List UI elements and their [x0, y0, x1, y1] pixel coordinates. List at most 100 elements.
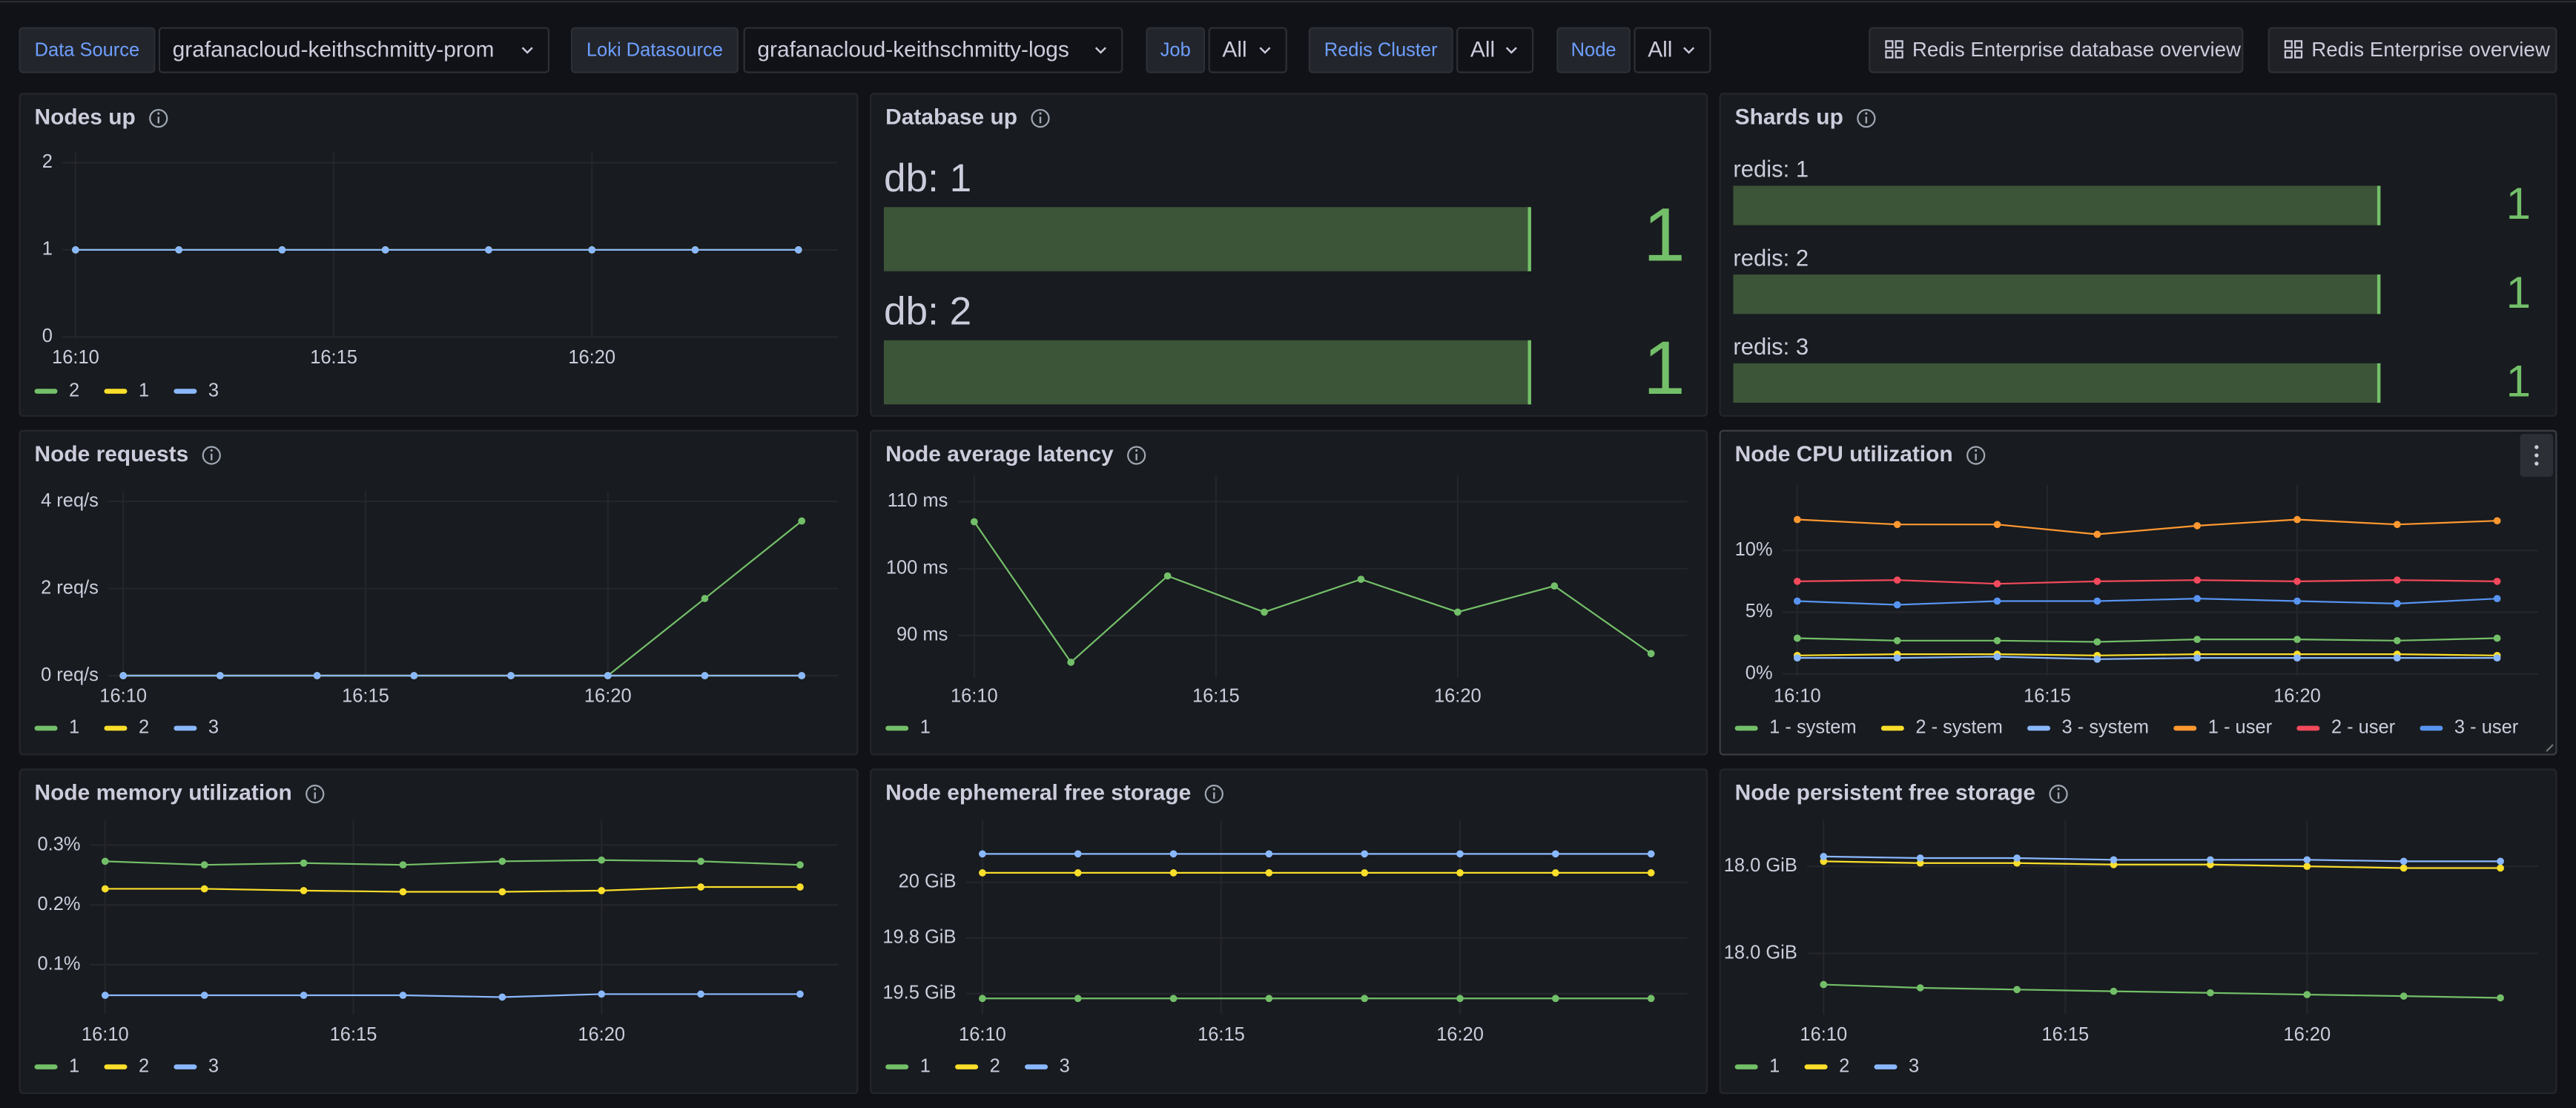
data-point: [796, 861, 804, 869]
data-point: [2193, 595, 2202, 603]
data-point: [278, 246, 286, 254]
data-point: [598, 990, 606, 998]
data-point: [1169, 869, 1178, 877]
data-point: [2393, 654, 2401, 662]
variable-select[interactable]: [158, 27, 550, 73]
data-point: [2393, 599, 2401, 607]
data-point: [2493, 634, 2501, 642]
variable-select[interactable]: [1456, 27, 1534, 73]
legend-label: 3 - system: [2062, 717, 2149, 738]
data-point: [2093, 530, 2101, 538]
data-point: [101, 992, 109, 999]
series-line: [973, 521, 1652, 664]
data-point: [1551, 850, 1559, 858]
data-point: [2293, 597, 2301, 605]
data-point: [1456, 850, 1464, 858]
variable-value: All: [1648, 38, 1672, 62]
y-tick-label: 5%: [1746, 601, 1773, 621]
x-tick-label: 16:20: [1434, 686, 1482, 707]
legend-swatch: [34, 1064, 58, 1069]
series-line: [1823, 855, 2501, 863]
data-point: [1916, 854, 1924, 862]
x-tick-label: 16:10: [82, 1024, 129, 1045]
x-tick-label: 16:20: [568, 347, 615, 368]
data-point: [2110, 987, 2118, 995]
data-point: [1265, 995, 1273, 1003]
panel-title: Node average latency: [885, 442, 1114, 466]
info-icon[interactable]: [1031, 108, 1050, 128]
y-tick-label: 18.0 GiB: [1724, 942, 1797, 963]
gauge-label: redis: 3: [1733, 334, 1809, 360]
info-icon[interactable]: [1127, 446, 1146, 465]
variable-select[interactable]: [743, 27, 1123, 73]
legend-swatch: [1734, 725, 1758, 731]
gauge-bar-edge: [2377, 274, 2381, 314]
data-point: [598, 886, 606, 894]
legend-swatch: [1880, 725, 1904, 731]
link-icon: [1885, 40, 1903, 59]
legend-label: 1 - system: [1769, 717, 1856, 738]
link-label: Redis Enterprise overview: [2311, 38, 2551, 61]
info-icon[interactable]: [1204, 784, 1223, 804]
data-point: [200, 885, 208, 893]
series-line: [105, 886, 800, 893]
legend-label: 1: [920, 717, 931, 738]
dashboard-link[interactable]: [1869, 27, 2244, 73]
panel-title: Node CPU utilization: [1735, 442, 1953, 466]
gauge-value: 1: [2506, 356, 2531, 406]
y-tick-label: 0: [42, 326, 53, 346]
info-icon[interactable]: [149, 108, 168, 128]
panel: [19, 429, 859, 756]
data-point: [1361, 995, 1369, 1003]
x-tick-label: 16:15: [330, 1024, 377, 1045]
data-point: [1067, 659, 1075, 666]
info-icon[interactable]: [202, 446, 221, 465]
panel: [19, 93, 859, 417]
variable-select[interactable]: [1634, 27, 1711, 73]
data-point: [1793, 634, 1801, 642]
panel-menu-dot: [2534, 445, 2539, 449]
panel: [1719, 93, 2557, 417]
info-icon[interactable]: [306, 784, 325, 804]
data-point: [1993, 580, 2001, 588]
legend-label: 1 - user: [2208, 717, 2273, 738]
info-icon-dot: [2057, 788, 2060, 791]
data-point: [1074, 869, 1082, 877]
panel-title: Node memory utilization: [35, 781, 292, 805]
x-tick-label: 16:10: [1774, 686, 1821, 707]
info-icon[interactable]: [1966, 446, 1986, 465]
info-icon-dot: [210, 449, 213, 452]
series-line: [1797, 637, 2497, 643]
legend-swatch: [104, 389, 128, 394]
variable-label: Redis Cluster: [1324, 39, 1438, 60]
data-point: [1169, 995, 1178, 1003]
info-icon[interactable]: [2049, 784, 2068, 804]
gauge-value: 1: [2506, 268, 2531, 317]
data-point: [798, 672, 806, 679]
x-tick-label: 16:20: [584, 686, 632, 707]
data-point: [200, 861, 208, 869]
y-tick-label: 90 ms: [896, 624, 948, 645]
legend-label: 2: [139, 717, 149, 738]
data-point: [697, 883, 704, 891]
data-point: [2493, 595, 2501, 603]
legend-label: 3: [1909, 1055, 1919, 1076]
legend-label: 3: [208, 1055, 219, 1076]
dashboard-link[interactable]: [2268, 27, 2557, 73]
variable-label-box: [1308, 27, 1453, 73]
data-point: [2493, 577, 2501, 585]
gauge-label: db: 1: [884, 156, 971, 200]
x-tick-label: 16:15: [1198, 1024, 1245, 1045]
data-point: [1916, 859, 1924, 867]
data-point: [2393, 636, 2401, 644]
panel-title: Database up: [885, 105, 1017, 129]
info-icon[interactable]: [1857, 108, 1876, 128]
panel-title: Node ephemeral free storage: [885, 781, 1191, 805]
series-line: [105, 993, 800, 998]
x-tick-label: 16:20: [1436, 1024, 1484, 1045]
data-point: [1647, 850, 1655, 858]
variable-select[interactable]: [1208, 27, 1287, 73]
series-line: [1797, 656, 2497, 660]
data-point: [1551, 869, 1559, 877]
